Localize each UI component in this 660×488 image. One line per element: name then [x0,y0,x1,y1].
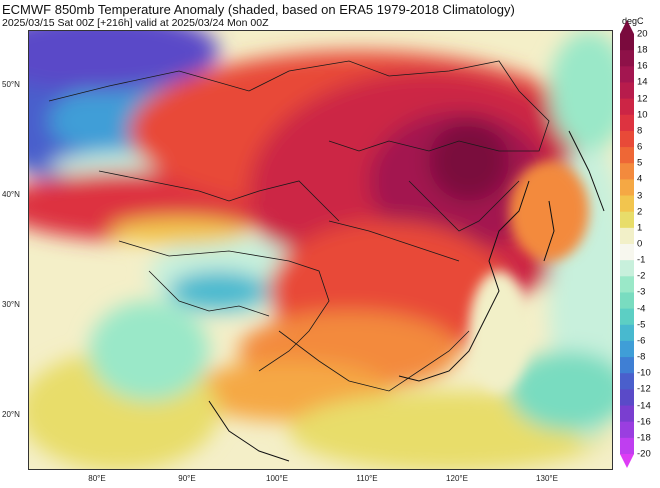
colorbar-swatch [620,114,634,132]
temperature-anomaly-map [28,30,613,470]
colorbar-swatch [620,292,634,310]
colorbar-swatch [620,34,634,51]
colorbar-tick-label: 12 [637,93,648,105]
colorbar-swatch [620,421,634,439]
colorbar-tick-label: -6 [637,335,646,347]
coastline [208,130,605,462]
colorbar-swatch [620,244,634,261]
colorbar-extend-bottom [620,454,634,468]
lon-label-100e: 100°E [266,474,288,483]
lon-label-120e: 120°E [446,474,468,483]
colorbar-swatch [620,130,634,148]
colorbar-swatch [620,227,634,245]
colorbar-tick-label: 8 [637,125,643,137]
colorbar-swatch [620,66,634,83]
colorbar-tick-label: 3 [637,190,643,202]
lat-label-30n: 30°N [2,300,20,309]
colorbar-tick-label: -14 [637,400,651,412]
colorbar-swatch [620,50,634,67]
colorbar-tick-label: 18 [637,44,648,56]
lon-label-90e: 90°E [178,474,196,483]
colorbar-tick-label: 6 [637,141,643,153]
colorbar-tick-label: -8 [637,351,646,363]
colorbar-tick-label: -2 [637,270,646,282]
lat-label-20n: 20°N [2,410,20,419]
colorbar-swatch [620,260,634,277]
chart-title: ECMWF 850mb Temperature Anomaly (shaded,… [2,2,515,17]
colorbar-unit: degC [622,16,644,26]
colorbar-swatch [620,147,634,164]
colorbar-tick-label: -1 [637,254,646,266]
colorbar-swatch [620,389,634,407]
colorbar-extend-top [620,20,634,34]
colorbar-tick-label: 14 [637,76,648,88]
colorbar-tick-label: -4 [637,303,646,315]
colorbar-tick-label: 16 [637,60,648,72]
country-borders [48,60,550,392]
colorbar-swatch [620,211,634,229]
colorbar-swatch [620,308,634,326]
colorbar-tick-label: 4 [637,173,643,185]
colorbar-tick-label: 0 [637,238,643,250]
colorbar-tick-label: 10 [637,109,648,121]
lon-label-130e: 130°E [536,474,558,483]
colorbar-swatch [620,195,634,213]
colorbar-tick-label: 2 [637,206,643,218]
colorbar-tick-label: -5 [637,319,646,331]
lon-label-110e: 110°E [356,474,378,483]
colorbar-swatch [620,98,634,116]
colorbar-tick-label: 5 [637,157,643,169]
colorbar-tick-label: -10 [637,367,651,379]
colorbar-swatch [620,324,634,342]
lon-label-80e: 80°E [88,474,106,483]
colorbar-tick-label: -3 [637,286,646,298]
colorbar-swatch [620,276,634,293]
colorbar-tick-label: 20 [637,28,648,40]
colorbar-tick-label: -20 [637,448,651,460]
colorbar-swatch [620,163,634,180]
colorbar-swatch [620,405,634,423]
lat-label-40n: 40°N [2,190,20,199]
colorbar-tick-label: -18 [637,432,651,444]
colorbar-swatch [620,437,634,455]
colorbar-swatch [620,179,634,197]
colorbar-tick-label: 1 [637,222,643,234]
colorbar-swatch [620,357,634,374]
colorbar-tick-label: -16 [637,416,651,428]
lat-label-50n: 50°N [2,80,20,89]
colorbar [620,20,634,468]
colorbar-tick-label: -12 [637,383,651,395]
chart-subtitle: 2025/03/15 Sat 00Z [+216h] valid at 2025… [2,17,269,29]
colorbar-swatch [620,373,634,390]
colorbar-swatch [620,82,634,100]
colorbar-swatch [620,340,634,358]
anomaly-field [29,31,612,469]
